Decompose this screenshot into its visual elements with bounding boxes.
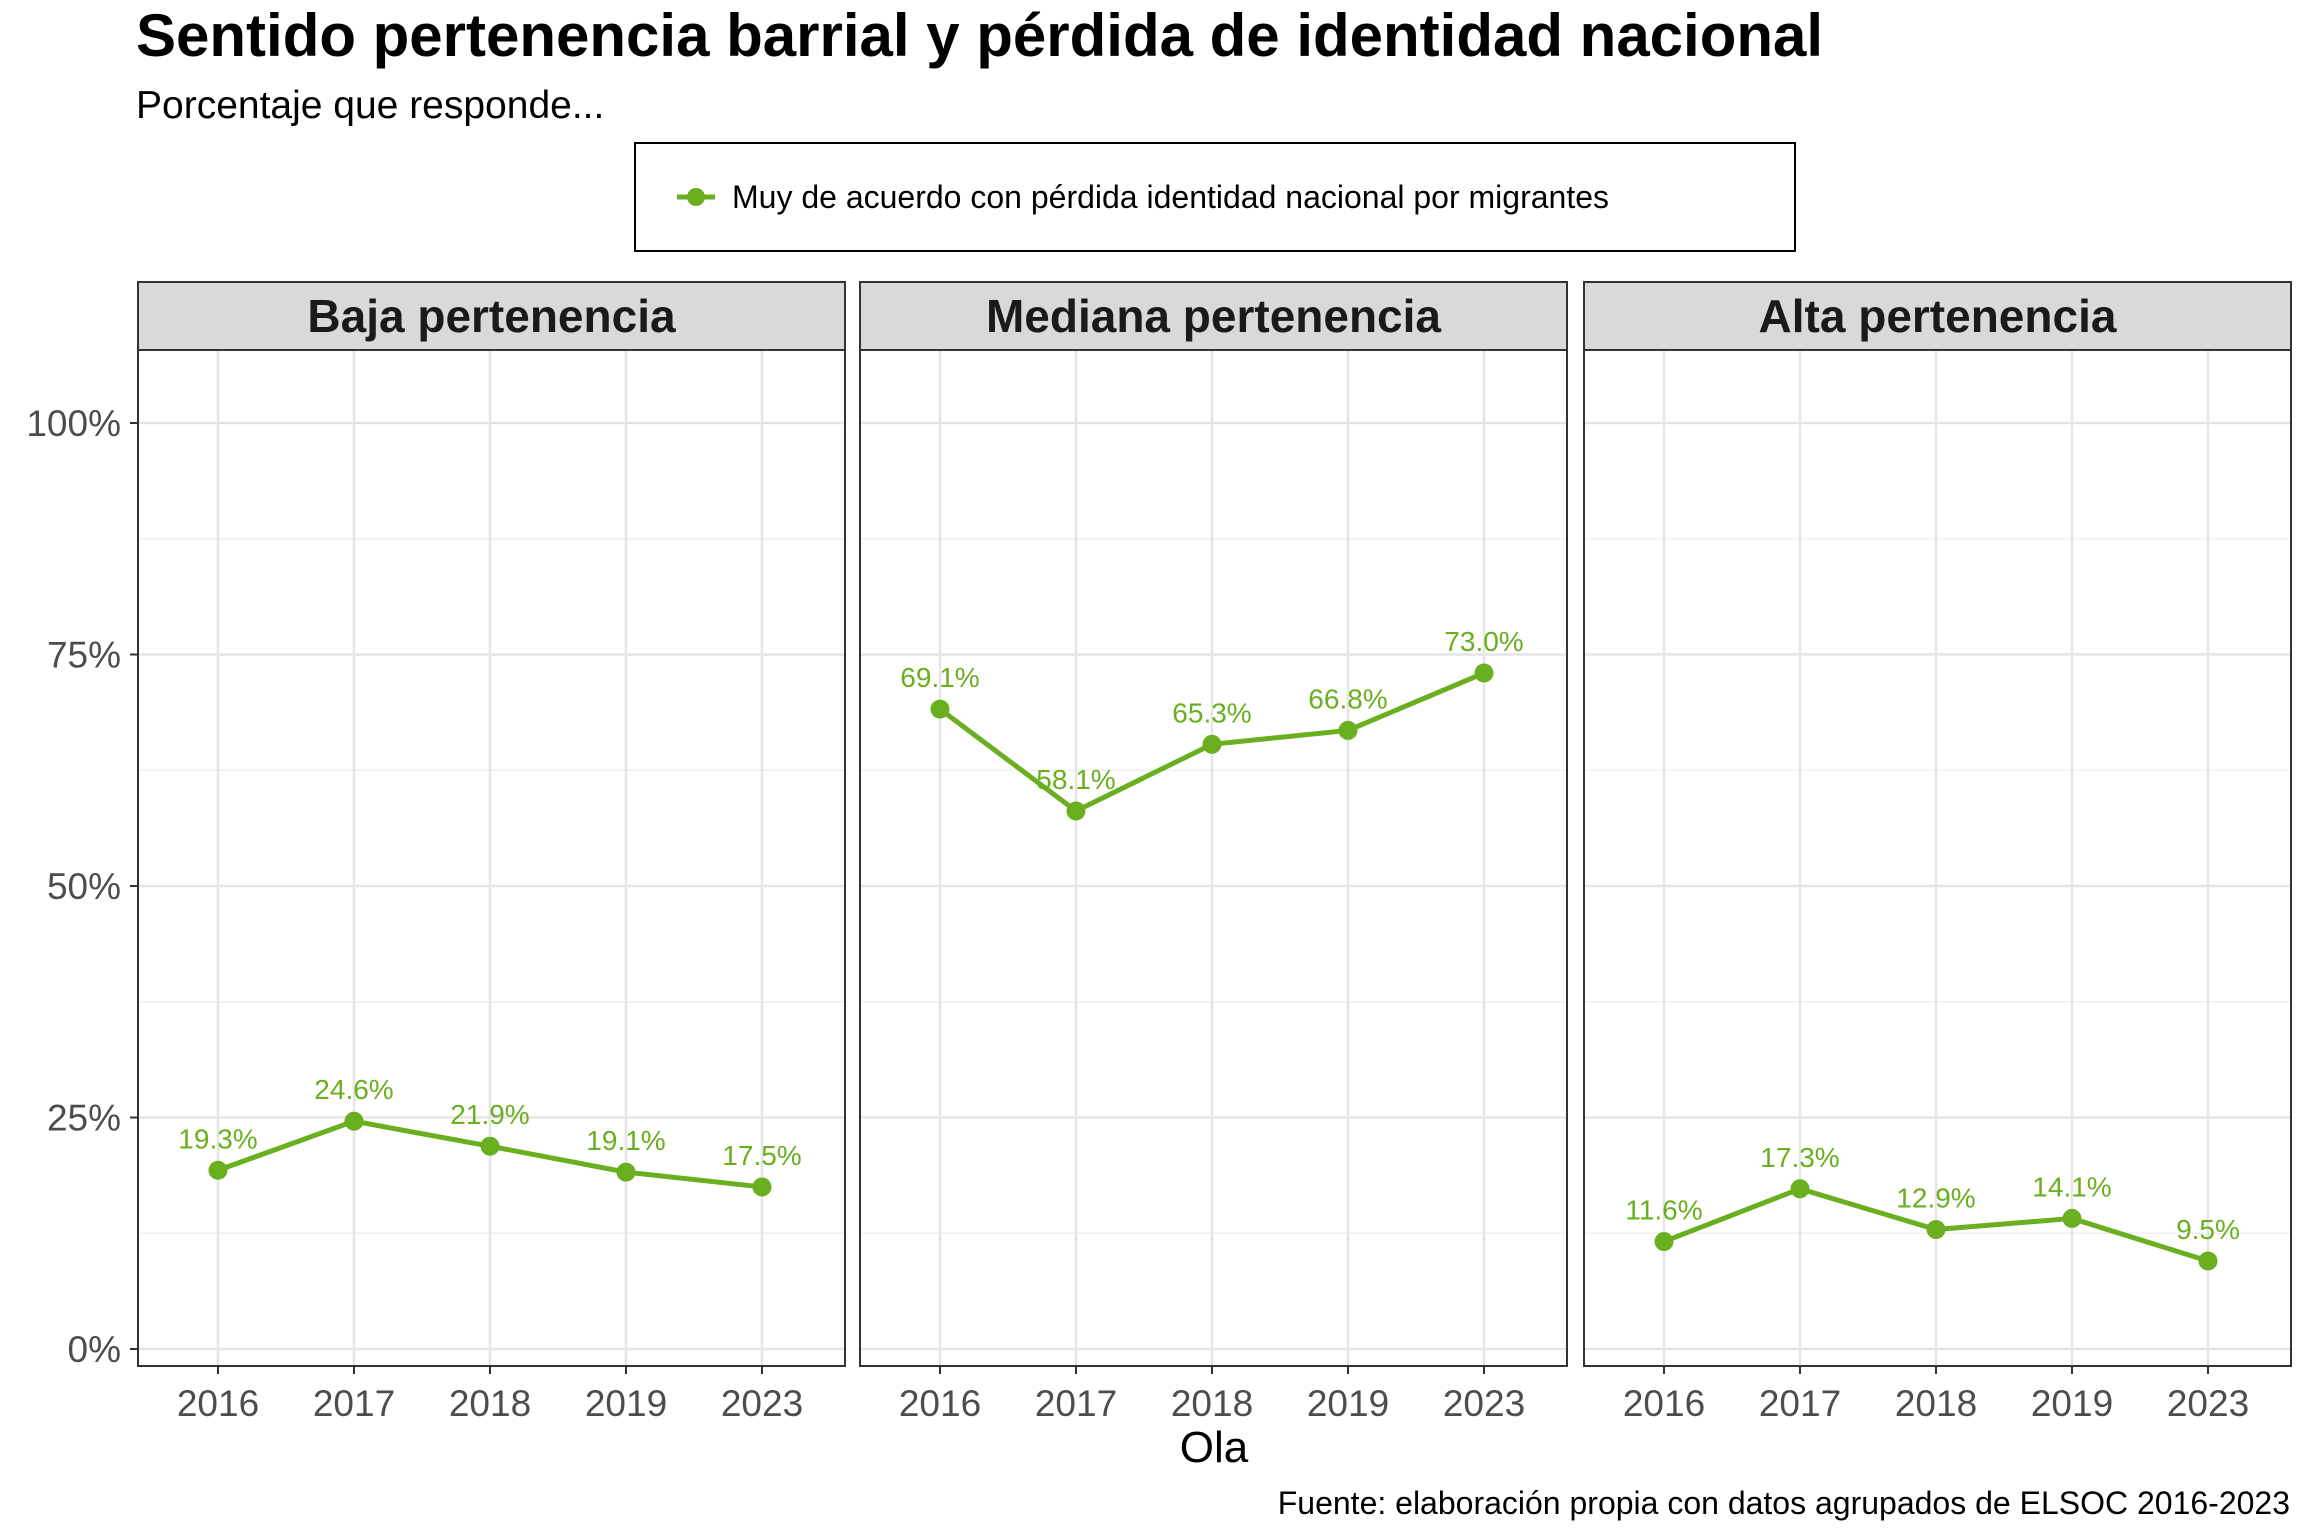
x-tick-label: 2023 <box>721 1383 803 1424</box>
data-point <box>616 1162 636 1182</box>
data-label: 9.5% <box>2176 1214 2240 1245</box>
facet-strip-label: Alta pertenencia <box>1759 290 2117 342</box>
panel-1: Baja pertenencia 2016 2017 2018 2019 2023 19.3… <box>137 281 846 1424</box>
chart-caption: Fuente: elaboración propia con datos agr… <box>1278 1485 2290 1521</box>
data-label: 69.1% <box>900 662 979 693</box>
data-point <box>1202 734 1222 754</box>
panel-background <box>138 350 845 1366</box>
data-label: 19.1% <box>586 1125 665 1156</box>
data-point <box>480 1136 500 1156</box>
x-tick-label: 2016 <box>899 1383 981 1424</box>
x-tick-label: 2016 <box>1623 1383 1705 1424</box>
panel-3: Alta pertenencia 2016 2017 2018 2019 2023 11.6… <box>1583 281 2292 1424</box>
chart-subtitle: Porcentaje que responde... <box>136 84 604 127</box>
facet-strip-label: Baja pertenencia <box>307 290 676 342</box>
panel-2: Mediana pertenencia 2016 2017 2018 2019 2023 6… <box>859 281 1568 1424</box>
data-point <box>1926 1220 1946 1240</box>
data-point <box>2198 1251 2218 1271</box>
data-point <box>752 1177 772 1197</box>
x-tick-label: 2019 <box>1307 1383 1389 1424</box>
panel-background <box>1584 350 2291 1366</box>
data-label: 24.6% <box>314 1074 393 1105</box>
panels: Baja pertenencia 2016 2017 2018 2019 2023 19.3… <box>137 281 2292 1424</box>
data-point <box>344 1111 364 1131</box>
data-label: 73.0% <box>1444 626 1523 657</box>
y-tick-label: 75% <box>47 635 121 676</box>
facet-strip <box>859 281 1568 351</box>
x-tick-label: 2018 <box>449 1383 531 1424</box>
data-label: 66.8% <box>1308 683 1387 714</box>
data-label: 12.9% <box>1896 1183 1975 1214</box>
legend: Muy de acuerdo con pérdida identidad nac… <box>634 142 1796 252</box>
data-point <box>930 699 950 719</box>
data-point <box>208 1160 228 1180</box>
x-tick-label: 2019 <box>2031 1383 2113 1424</box>
x-tick-label: 2017 <box>313 1383 395 1424</box>
x-tick-label: 2016 <box>177 1383 259 1424</box>
facet-strip <box>137 281 846 351</box>
data-point <box>1790 1179 1810 1199</box>
y-tick-label: 0% <box>68 1329 121 1370</box>
data-label: 21.9% <box>450 1099 529 1130</box>
x-tick-label: 2019 <box>585 1383 667 1424</box>
data-label: 58.1% <box>1036 764 1115 795</box>
x-tick-label: 2023 <box>2167 1383 2249 1424</box>
y-tick-label: 25% <box>47 1098 121 1139</box>
data-point <box>1654 1232 1674 1252</box>
x-tick-label: 2017 <box>1759 1383 1841 1424</box>
data-label: 65.3% <box>1172 697 1251 728</box>
x-tick-label: 2018 <box>1895 1383 1977 1424</box>
legend-label: Muy de acuerdo con pérdida identidad nac… <box>732 179 1609 215</box>
chart-title: Sentido pertenencia barrial y pérdida de… <box>136 2 1823 69</box>
data-label: 11.6% <box>1625 1195 1702 1226</box>
x-tick-label: 2023 <box>1443 1383 1525 1424</box>
x-axis-label: Ola <box>1180 1423 1249 1472</box>
x-tick-label: 2018 <box>1171 1383 1253 1424</box>
data-label: 17.3% <box>1760 1142 1839 1173</box>
data-label: 14.1% <box>2032 1171 2111 1202</box>
y-tick-label: 50% <box>47 866 121 907</box>
data-point <box>2062 1208 2082 1228</box>
y-tick-label: 100% <box>26 403 121 444</box>
panel-background <box>860 350 1567 1366</box>
data-point <box>1066 801 1086 821</box>
x-tick-label: 2017 <box>1035 1383 1117 1424</box>
legend-key-point <box>687 188 705 206</box>
facet-strip <box>1583 281 2292 351</box>
data-point <box>1474 663 1494 683</box>
facet-strip-label: Mediana pertenencia <box>986 290 1441 342</box>
y-axis: 0% 25% 50% 75% 100% <box>26 403 138 1370</box>
legend-box <box>634 142 1796 252</box>
data-point <box>1338 720 1358 740</box>
data-label: 17.5% <box>722 1140 801 1171</box>
data-label: 19.3% <box>178 1123 257 1154</box>
